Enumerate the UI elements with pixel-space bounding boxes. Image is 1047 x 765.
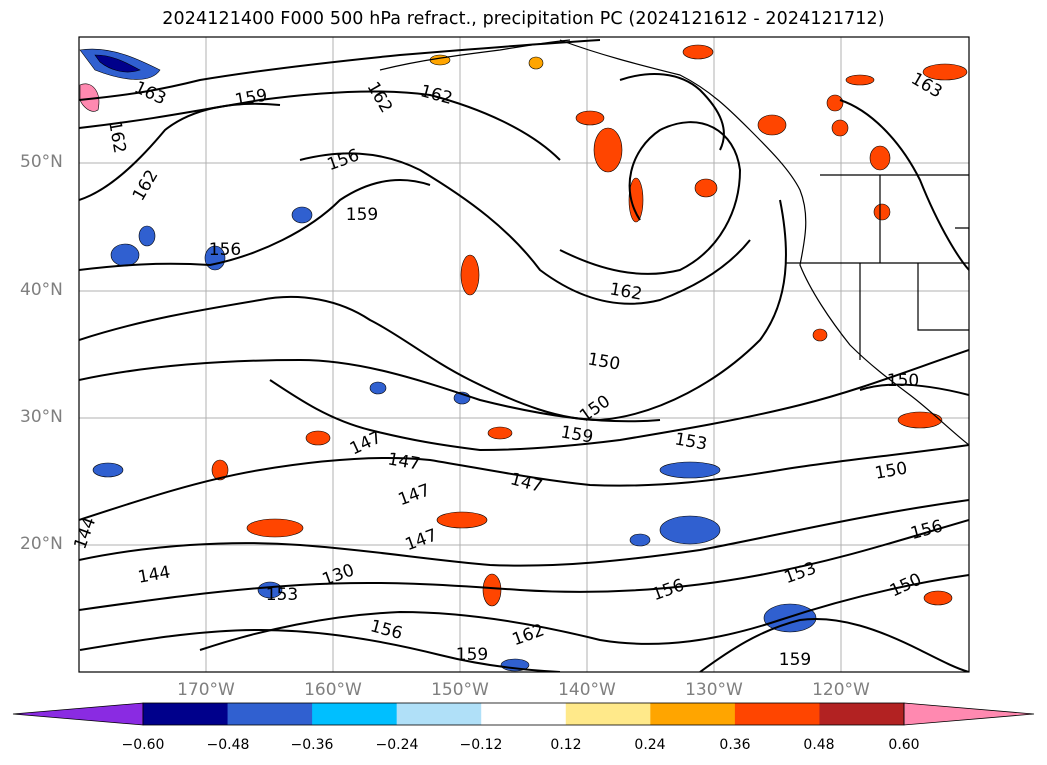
- colorbar-tick: −0.12: [459, 737, 503, 753]
- colorbar-tick: 0.36: [719, 737, 751, 753]
- colorbar-segment: [650, 703, 736, 725]
- contour-label: 153: [266, 585, 298, 605]
- colorbar-extend-min: [12, 702, 144, 726]
- colorbar-tick: 0.24: [634, 737, 666, 753]
- contour-label: 162: [608, 279, 643, 304]
- contour-label: 150: [887, 570, 925, 602]
- lat-label-20n: 20°N: [20, 534, 63, 554]
- contour-label: 163: [131, 78, 169, 110]
- plot-area: [79, 37, 969, 672]
- refractivity-contours: [79, 39, 969, 672]
- contour-label: 156: [650, 575, 687, 605]
- colorbar-segment: [396, 703, 482, 725]
- contour-label: 153: [673, 429, 708, 454]
- precip-anomaly-fills: [79, 44, 968, 672]
- coastlines: [379, 39, 969, 446]
- colorbar-tick: 0.60: [888, 737, 920, 753]
- contour-label: 153: [782, 558, 819, 588]
- lon-label-140w: 140°W: [558, 680, 616, 700]
- colorbar-segment: [481, 703, 567, 725]
- contour-label: 159: [456, 645, 488, 665]
- colorbar-segment: [565, 703, 651, 725]
- colorbar-segment: [819, 703, 905, 725]
- lat-label-30n: 30°N: [20, 407, 63, 427]
- colorbar-tick: −0.24: [375, 737, 419, 753]
- colorbar-extend-max: [903, 702, 1035, 726]
- contour-label: 147: [396, 480, 433, 510]
- map-title: 2024121400 F000 500 hPa refract., precip…: [162, 9, 885, 29]
- contour-label: 144: [70, 515, 100, 552]
- contour-label: 159: [346, 205, 378, 225]
- lat-label-40n: 40°N: [20, 280, 63, 300]
- lon-label-150w: 150°W: [431, 680, 489, 700]
- contour-label: 156: [325, 145, 362, 175]
- gridlines: [79, 37, 969, 672]
- colorbar-frame: [142, 702, 905, 726]
- contour-label: 162: [129, 166, 163, 204]
- contour-label: 150: [873, 458, 908, 483]
- contour-label: 159: [559, 422, 594, 447]
- colorbar-tick: 0.12: [550, 737, 582, 753]
- colorbar-segment: [143, 703, 229, 725]
- colorbar-tick: −0.36: [290, 737, 334, 753]
- contour-label: 150: [586, 349, 621, 374]
- contour-label: 162: [104, 119, 129, 154]
- contour-label: 162: [363, 78, 397, 116]
- contour-label: 147: [508, 469, 545, 497]
- lon-label-170w: 170°W: [177, 680, 235, 700]
- lon-label-130w: 130°W: [685, 680, 743, 700]
- colorbar-tick: −0.60: [121, 737, 165, 753]
- contour-label: 150: [887, 371, 919, 391]
- contour-label: 144: [136, 562, 171, 587]
- colorbar-segment: [227, 703, 313, 725]
- colorbar-tick: −0.48: [206, 737, 250, 753]
- contour-label: 147: [386, 449, 421, 474]
- contour-label: 156: [908, 516, 945, 544]
- contour-label: 156: [209, 240, 241, 260]
- lon-label-120w: 120°W: [812, 680, 870, 700]
- contour-label: 130: [320, 560, 357, 590]
- contour-label: 162: [510, 620, 547, 650]
- contour-labels: 163 159 162 1621621621561561591531621501501…: [70, 69, 945, 670]
- contour-label: 147: [403, 525, 440, 555]
- lon-label-160w: 160°W: [304, 680, 362, 700]
- contour-label: 159: [779, 650, 811, 670]
- colorbar-segment: [312, 703, 398, 725]
- plot-frame: [78, 36, 970, 673]
- contour-label: 162: [418, 81, 455, 109]
- colorbar-segment: [734, 703, 820, 725]
- lat-label-50n: 50°N: [20, 152, 63, 172]
- contour-label: 159: [233, 85, 268, 110]
- colorbar-tick: 0.48: [803, 737, 835, 753]
- colorbar: [12, 702, 1035, 726]
